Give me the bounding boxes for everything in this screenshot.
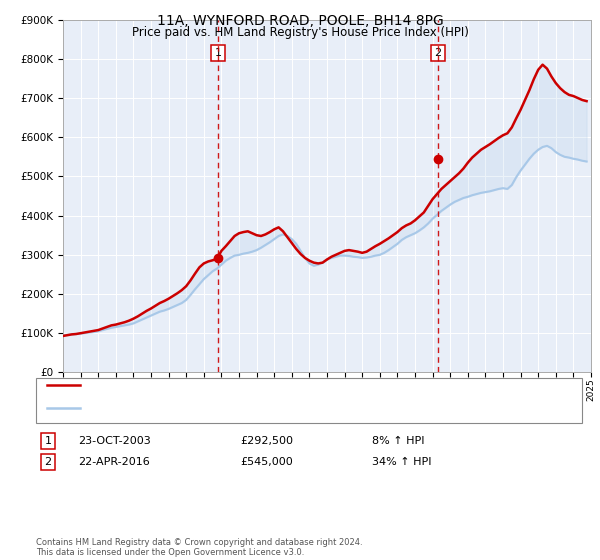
Text: £545,000: £545,000	[240, 457, 293, 467]
Text: Price paid vs. HM Land Registry's House Price Index (HPI): Price paid vs. HM Land Registry's House …	[131, 26, 469, 39]
Text: 8% ↑ HPI: 8% ↑ HPI	[372, 436, 425, 446]
Text: 2: 2	[434, 48, 442, 58]
Text: 1: 1	[215, 48, 221, 58]
Text: 2: 2	[44, 457, 52, 467]
Text: HPI: Average price, detached house, Bournemouth Christchurch and Poole: HPI: Average price, detached house, Bour…	[87, 403, 475, 413]
Text: Contains HM Land Registry data © Crown copyright and database right 2024.
This d: Contains HM Land Registry data © Crown c…	[36, 538, 362, 557]
Text: 34% ↑ HPI: 34% ↑ HPI	[372, 457, 431, 467]
Text: 11A, WYNFORD ROAD, POOLE, BH14 8PG (detached house): 11A, WYNFORD ROAD, POOLE, BH14 8PG (deta…	[87, 380, 397, 390]
Text: £292,500: £292,500	[240, 436, 293, 446]
Text: 11A, WYNFORD ROAD, POOLE, BH14 8PG: 11A, WYNFORD ROAD, POOLE, BH14 8PG	[157, 14, 443, 28]
Text: 1: 1	[44, 436, 52, 446]
Text: 23-OCT-2003: 23-OCT-2003	[78, 436, 151, 446]
Text: 22-APR-2016: 22-APR-2016	[78, 457, 150, 467]
